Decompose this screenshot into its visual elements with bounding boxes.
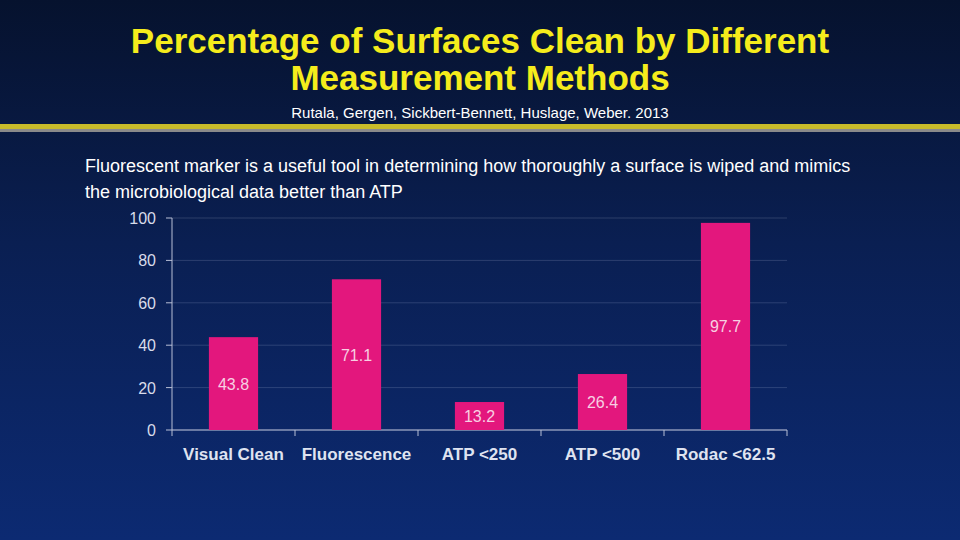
x-tick-label: Fluorescence [302, 445, 412, 464]
chart: 0 20 40 60 80 100 43.8 Visual Clean 71.1 Fluoresc… [0, 0, 960, 540]
x-tick-label: ATP <500 [565, 445, 640, 464]
y-tick [166, 302, 172, 303]
bars [209, 223, 750, 430]
x-tick [295, 430, 296, 436]
y-tick-label: 100 [129, 210, 156, 227]
y-tick-label: 20 [138, 380, 156, 397]
y-tick-label: 60 [138, 295, 156, 312]
x-tick [787, 430, 788, 436]
subtitle: Rutala, Gergen, Sickbert-Bennett, Huslag… [0, 104, 960, 121]
bar [578, 374, 627, 430]
grid-line [172, 302, 787, 303]
y-axis [172, 218, 173, 430]
bar [332, 279, 381, 430]
bar [209, 337, 258, 430]
bar [455, 402, 504, 430]
data-label: 43.8 [218, 376, 249, 393]
title: Percentage of Surfaces Clean by Differen… [65, 22, 895, 96]
x-tick [418, 430, 419, 436]
title-rule [0, 129, 960, 132]
bar [701, 223, 750, 430]
x-tick [541, 430, 542, 436]
x-tick [664, 430, 665, 436]
grid-line [172, 345, 787, 346]
y-tick [166, 387, 172, 388]
y-tick-label: 80 [138, 252, 156, 269]
data-label: 13.2 [464, 408, 495, 425]
y-tick [166, 218, 172, 219]
x-tick [172, 430, 173, 436]
x-tick-label: Visual Clean [183, 445, 284, 464]
grid-line [172, 260, 787, 261]
y-tick-label: 40 [138, 337, 156, 354]
y-tick-label: 0 [147, 422, 156, 439]
data-label: 26.4 [587, 394, 618, 411]
data-label: 97.7 [710, 318, 741, 335]
x-tick-label: ATP <250 [442, 445, 517, 464]
x-tick-label: Rodac <62.5 [676, 445, 776, 464]
grid-line [172, 387, 787, 388]
annotation: Fluorescent marker is a useful tool in d… [85, 153, 871, 205]
grid-line [172, 218, 787, 219]
y-tick [166, 345, 172, 346]
y-tick [166, 430, 172, 431]
y-tick [166, 260, 172, 261]
data-label: 71.1 [341, 347, 372, 364]
